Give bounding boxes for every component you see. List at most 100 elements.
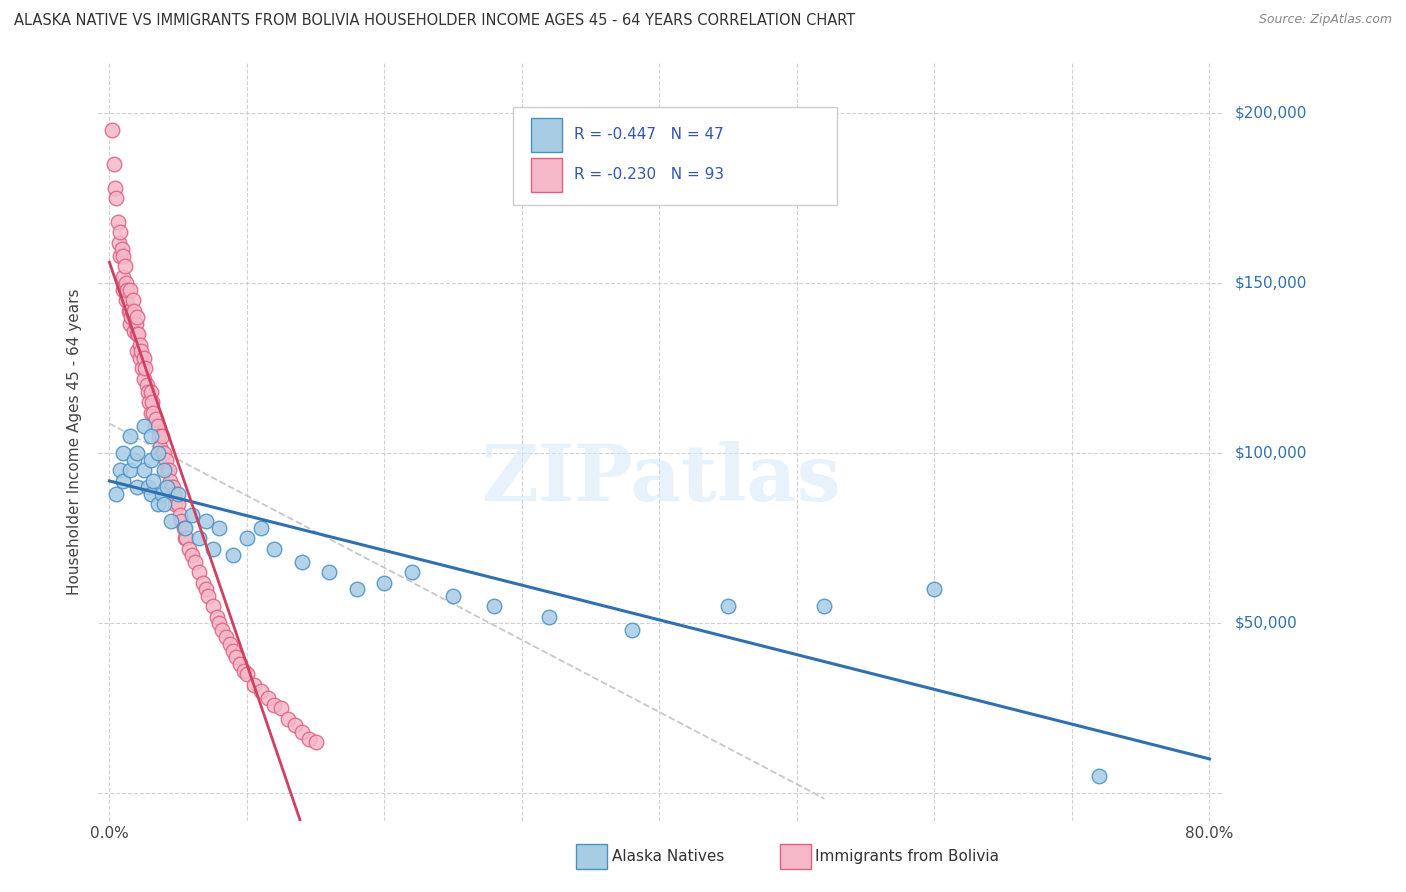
- Text: R = -0.447   N = 47: R = -0.447 N = 47: [574, 128, 724, 142]
- Point: [150, 487, 173, 501]
- Point: [165, 498, 187, 512]
- Point: [249, 684, 271, 698]
- Point: [187, 566, 209, 580]
- Text: Source: ZipAtlas.com: Source: ZipAtlas.com: [1258, 13, 1392, 27]
- Point: [208, 521, 231, 535]
- Point: [183, 555, 205, 569]
- Point: [305, 735, 328, 749]
- Point: [110, 226, 132, 240]
- Point: [263, 698, 285, 712]
- Point: [243, 678, 266, 692]
- Point: [134, 361, 156, 376]
- Point: [105, 191, 128, 205]
- Point: [108, 235, 131, 250]
- Point: [150, 429, 173, 443]
- Point: [277, 712, 299, 726]
- Point: [125, 310, 148, 325]
- Text: $100,000: $100,000: [1234, 446, 1306, 461]
- Point: [155, 453, 177, 467]
- Point: [132, 463, 155, 477]
- Point: [484, 599, 506, 614]
- Point: [160, 515, 183, 529]
- Point: [170, 515, 193, 529]
- Point: [132, 371, 155, 385]
- Point: [101, 123, 124, 137]
- Point: [174, 521, 197, 535]
- Point: [157, 463, 180, 477]
- Point: [131, 361, 153, 376]
- Point: [139, 429, 162, 443]
- Point: [139, 453, 162, 467]
- Point: [179, 541, 201, 556]
- Point: [201, 599, 224, 614]
- Point: [222, 643, 245, 657]
- Point: [121, 293, 143, 308]
- Point: [125, 344, 148, 359]
- Point: [115, 293, 138, 308]
- Point: [142, 406, 165, 420]
- Point: [143, 419, 166, 434]
- Point: [128, 337, 150, 351]
- Point: [1088, 769, 1111, 783]
- Point: [135, 378, 157, 392]
- Point: [163, 487, 186, 501]
- Point: [211, 624, 233, 638]
- Point: [813, 599, 835, 614]
- Point: [118, 303, 141, 318]
- Point: [104, 181, 127, 195]
- Point: [159, 474, 181, 488]
- Point: [112, 249, 135, 263]
- Point: [346, 582, 368, 597]
- Point: [136, 385, 159, 400]
- Point: [924, 582, 946, 597]
- Point: [318, 566, 340, 580]
- Point: [118, 317, 141, 331]
- Point: [219, 637, 242, 651]
- Point: [156, 463, 179, 477]
- Point: [139, 385, 162, 400]
- Point: [205, 609, 228, 624]
- Point: [160, 480, 183, 494]
- Point: [153, 498, 176, 512]
- Point: [120, 310, 142, 325]
- Text: $150,000: $150,000: [1234, 276, 1306, 291]
- Point: [181, 508, 204, 522]
- Point: [122, 453, 145, 467]
- Point: [169, 508, 191, 522]
- Point: [229, 657, 252, 672]
- Point: [197, 589, 219, 603]
- Point: [118, 463, 141, 477]
- Point: [236, 532, 259, 546]
- Point: [114, 260, 136, 274]
- Y-axis label: Householder Income Ages 45 - 64 years: Householder Income Ages 45 - 64 years: [67, 288, 83, 595]
- Point: [191, 575, 214, 590]
- Text: $200,000: $200,000: [1234, 106, 1306, 121]
- Point: [153, 463, 176, 477]
- Point: [263, 541, 285, 556]
- Text: ZIPatlas: ZIPatlas: [481, 442, 841, 517]
- Point: [105, 487, 128, 501]
- Point: [146, 498, 169, 512]
- Point: [284, 718, 307, 732]
- Point: [153, 446, 176, 460]
- Point: [112, 446, 135, 460]
- Point: [118, 283, 141, 297]
- Point: [152, 446, 174, 460]
- Point: [132, 351, 155, 366]
- Text: $50,000: $50,000: [1234, 616, 1298, 631]
- Point: [122, 303, 145, 318]
- Point: [270, 701, 292, 715]
- Point: [215, 630, 238, 644]
- Point: [112, 474, 135, 488]
- Point: [291, 555, 314, 569]
- Point: [115, 277, 138, 291]
- Point: [233, 664, 256, 678]
- Point: [136, 480, 159, 494]
- Point: [181, 549, 204, 563]
- Point: [176, 532, 198, 546]
- Point: [146, 446, 169, 460]
- Point: [162, 480, 184, 494]
- Point: [194, 515, 217, 529]
- Point: [103, 157, 125, 171]
- Text: Immigrants from Bolivia: Immigrants from Bolivia: [815, 849, 1000, 863]
